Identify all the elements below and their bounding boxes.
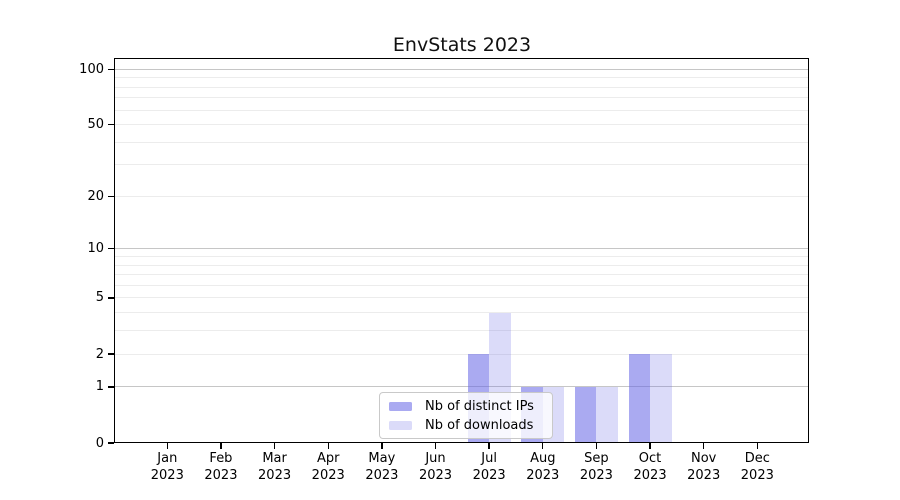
y-tick-mark-5 <box>108 297 114 299</box>
x-tick-mark-jan <box>166 443 168 449</box>
bar-downloads-oct <box>650 354 672 443</box>
x-tick-mark-aug <box>542 443 544 449</box>
legend: Nb of distinct IPs Nb of downloads <box>379 392 553 439</box>
x-tick-mark-dec <box>756 443 759 449</box>
gridline-y-20 <box>114 195 809 197</box>
x-tick-label-jul: Jul 2023 <box>472 451 506 483</box>
x-tick-label-oct: Oct 2023 <box>633 451 667 483</box>
x-tick-label-may: May 2023 <box>365 451 399 483</box>
legend-swatch-downloads <box>389 420 412 430</box>
y-tick-mark-50 <box>108 123 114 126</box>
x-tick-mark-sep <box>595 443 598 449</box>
y-tick-label-100: 100 <box>79 61 104 77</box>
y-tick-mark-0 <box>108 442 114 444</box>
gridline-y-40 <box>114 141 809 143</box>
gridline-y-5 <box>114 297 809 299</box>
gridline-y-30 <box>114 164 809 166</box>
x-tick-label-mar: Mar 2023 <box>258 451 292 483</box>
gridline-y-2 <box>114 353 809 355</box>
legend-swatch-distinct-ips <box>389 401 412 411</box>
gridline-y-6 <box>114 284 809 286</box>
y-tick-mark-100 <box>108 68 114 70</box>
y-tick-mark-1 <box>108 386 114 388</box>
x-tick-label-jun: Jun 2023 <box>418 451 453 483</box>
x-tick-mark-jul <box>488 443 490 449</box>
x-tick-mark-nov <box>703 443 705 449</box>
y-tick-label-50: 50 <box>87 117 104 133</box>
y-tick-label-0: 0 <box>95 435 104 451</box>
x-tick-mark-may <box>381 443 383 449</box>
plot-border <box>114 58 809 443</box>
y-tick-mark-2 <box>108 353 114 355</box>
x-tick-label-aug: Aug 2023 <box>526 451 560 483</box>
bar-downloads-sep <box>596 386 618 443</box>
gridline-y-8 <box>114 264 809 266</box>
gridline-y-70 <box>114 97 809 99</box>
y-tick-label-2: 2 <box>95 346 104 362</box>
x-tick-mark-mar <box>273 443 276 449</box>
y-tick-mark-10 <box>108 248 114 250</box>
x-tick-mark-jun <box>434 443 437 449</box>
gridline-y-10 <box>114 248 809 250</box>
chart-title: EnvStats 2023 <box>392 34 532 56</box>
y-tick-label-5: 5 <box>95 290 104 306</box>
legend-label-downloads: Nb of downloads <box>425 417 534 433</box>
gridline-y-100 <box>114 68 809 70</box>
bar-distinct-ips-sep <box>574 386 597 443</box>
y-tick-label-10: 10 <box>87 241 104 257</box>
x-tick-mark-feb <box>220 443 222 449</box>
gridline-y-9 <box>114 256 809 257</box>
gridline-y-1 <box>114 386 809 388</box>
gridline-y-3 <box>114 330 809 332</box>
gridline-y-80 <box>114 86 809 88</box>
gridline-y-90 <box>114 77 809 79</box>
gridline-y-4 <box>114 312 809 314</box>
legend-item-downloads: Nb of downloads <box>389 418 552 433</box>
x-tick-label-sep: Sep 2023 <box>579 451 613 483</box>
legend-item-distinct-ips: Nb of distinct IPs <box>389 399 552 414</box>
x-tick-mark-oct <box>649 443 651 449</box>
bar-distinct-ips-oct <box>628 354 651 443</box>
x-tick-label-nov: Nov 2023 <box>687 451 721 483</box>
y-tick-label-20: 20 <box>87 188 104 204</box>
x-tick-label-feb: Feb 2023 <box>204 451 238 483</box>
x-tick-label-apr: Apr 2023 <box>311 451 345 483</box>
x-tick-label-dec: Dec 2023 <box>740 451 774 483</box>
legend-label-distinct-ips: Nb of distinct IPs <box>425 398 534 414</box>
gridline-y-50 <box>114 124 809 126</box>
gridline-y-7 <box>114 274 809 276</box>
y-tick-label-1: 1 <box>95 379 104 395</box>
x-tick-mark-apr <box>327 443 329 449</box>
x-tick-label-jan: Jan 2023 <box>150 451 184 483</box>
y-tick-mark-20 <box>108 195 114 198</box>
gridline-y-60 <box>114 109 809 111</box>
